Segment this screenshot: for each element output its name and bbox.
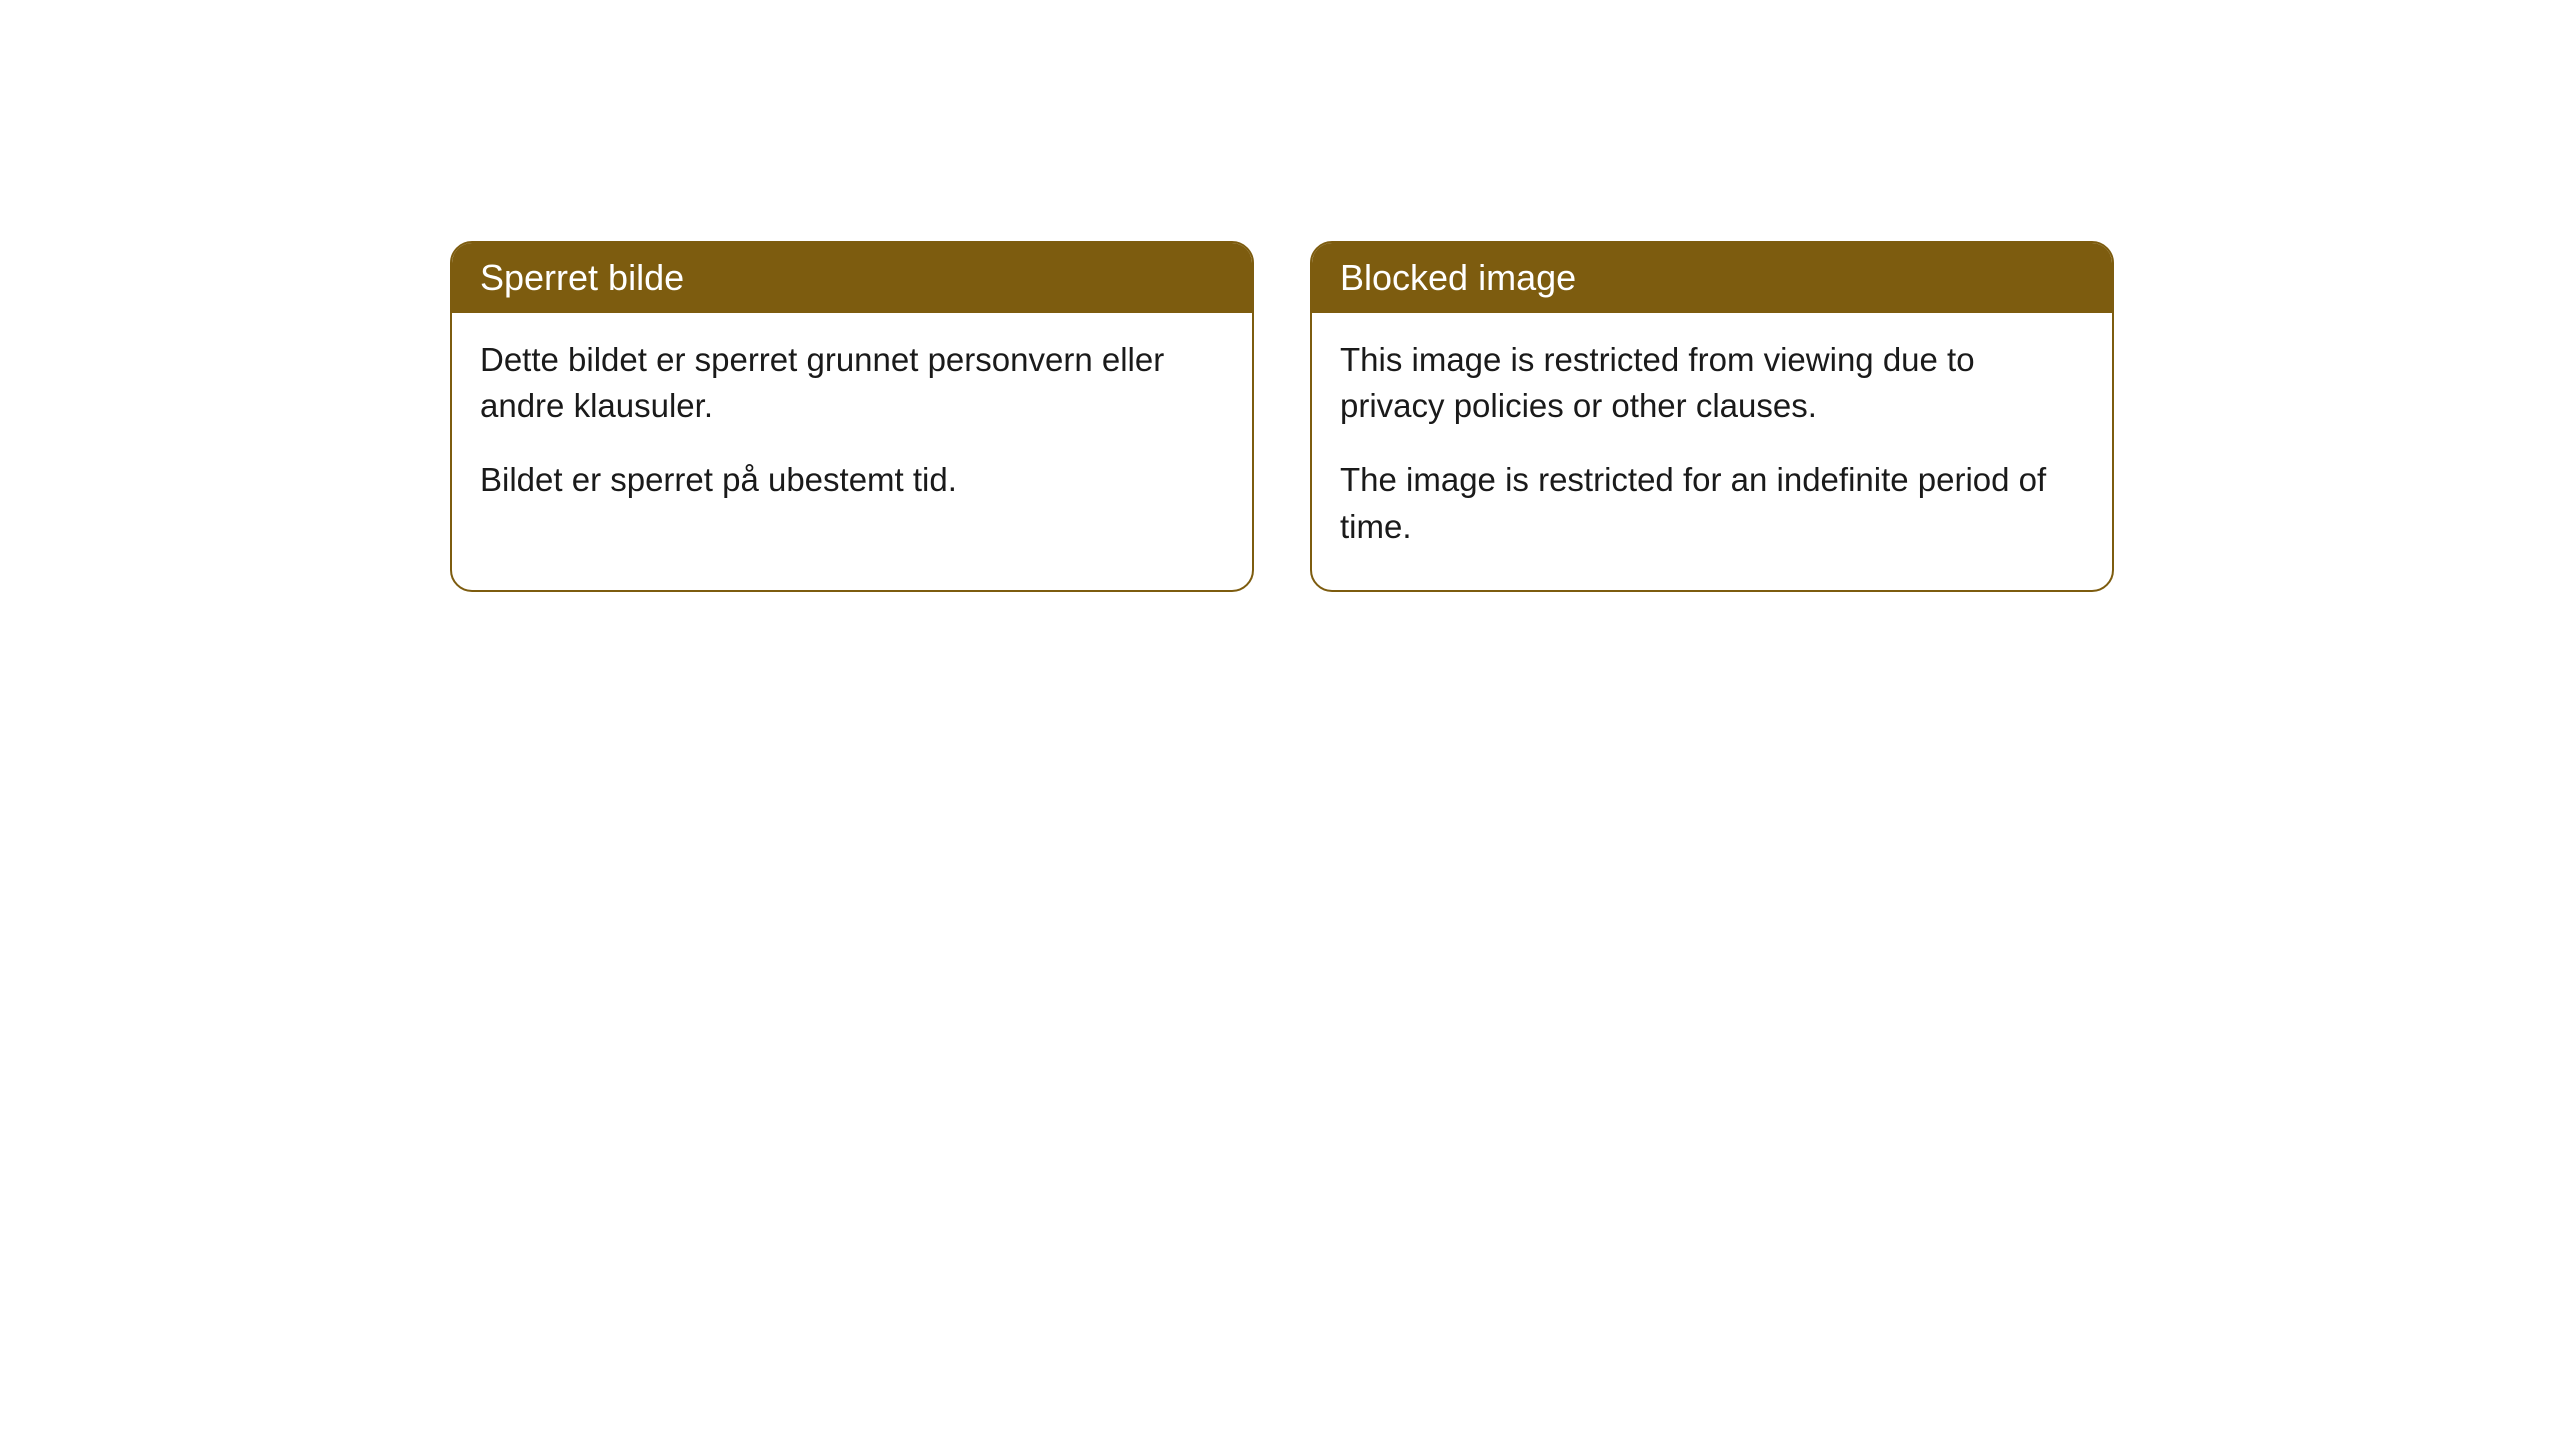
card-title-english: Blocked image	[1340, 257, 1576, 298]
notice-cards-container: Sperret bilde Dette bildet er sperret gr…	[450, 241, 2114, 592]
card-paragraph-1-english: This image is restricted from viewing du…	[1340, 337, 2084, 429]
card-body-english: This image is restricted from viewing du…	[1312, 313, 2112, 590]
card-paragraph-2-english: The image is restricted for an indefinit…	[1340, 457, 2084, 549]
card-title-norwegian: Sperret bilde	[480, 257, 684, 298]
card-header-english: Blocked image	[1312, 243, 2112, 313]
card-paragraph-1-norwegian: Dette bildet er sperret grunnet personve…	[480, 337, 1224, 429]
card-header-norwegian: Sperret bilde	[452, 243, 1252, 313]
blocked-image-card-norwegian: Sperret bilde Dette bildet er sperret gr…	[450, 241, 1254, 592]
card-body-norwegian: Dette bildet er sperret grunnet personve…	[452, 313, 1252, 544]
card-paragraph-2-norwegian: Bildet er sperret på ubestemt tid.	[480, 457, 1224, 503]
blocked-image-card-english: Blocked image This image is restricted f…	[1310, 241, 2114, 592]
